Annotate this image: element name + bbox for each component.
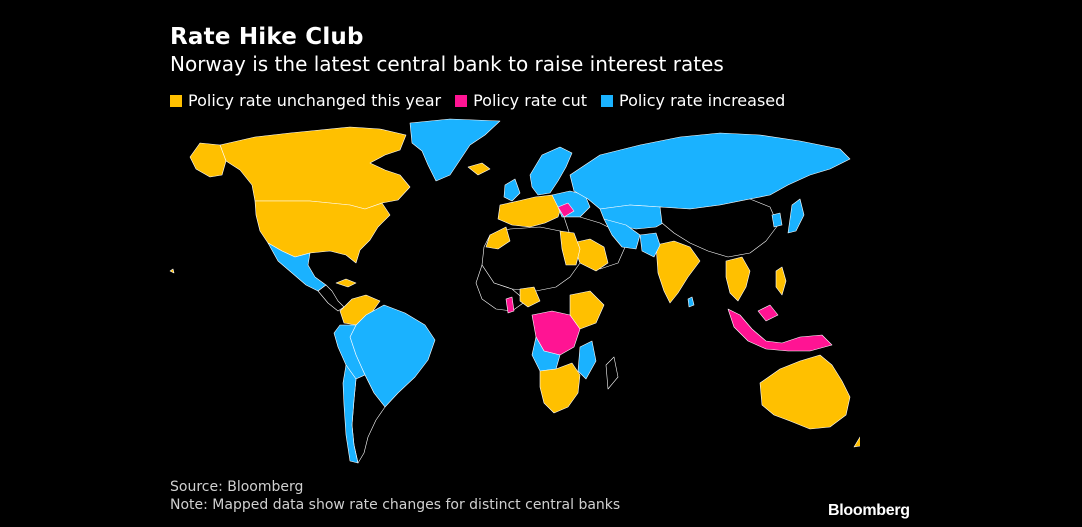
region-caribbean (335, 278, 357, 288)
note-text: Note: Mapped data show rate changes for … (170, 497, 621, 513)
source-text: Source: Bloomberg (170, 479, 304, 495)
legend-swatch-increased (600, 94, 613, 107)
region-east-africa (569, 290, 605, 330)
region-turkey (557, 202, 575, 218)
region-colombia (339, 294, 381, 326)
region-india (655, 240, 701, 304)
region-malaysia (757, 304, 779, 322)
chart-title: Rate Hike Club (170, 24, 364, 50)
legend-label-cut: Policy rate cut (473, 91, 587, 110)
region-chile (342, 364, 359, 464)
region-russia (569, 132, 851, 210)
region-indonesia (727, 308, 833, 352)
region-iceland (467, 162, 491, 176)
region-greenland (409, 118, 501, 182)
region-madagascar (605, 356, 619, 390)
region-japan (787, 198, 805, 234)
region-sri-lanka (687, 296, 695, 308)
legend: Policy rate unchanged this year Policy r… (170, 91, 785, 110)
region-korea (771, 212, 783, 228)
region-philippines (775, 266, 787, 296)
world-map (169, 118, 860, 464)
legend-item-unchanged: Policy rate unchanged this year (170, 91, 441, 110)
legend-label-increased: Policy rate increased (618, 91, 786, 110)
region-southern-africa (539, 362, 581, 414)
region-nigeria (519, 286, 541, 308)
region-western-europe (497, 194, 563, 228)
chart-subtitle: Norway is the latest central bank to rai… (170, 52, 724, 76)
region-new-zealand (853, 436, 860, 448)
legend-swatch-cut (455, 94, 468, 107)
region-hawaii (169, 268, 175, 274)
region-mozambique (577, 340, 597, 380)
region-australia (759, 354, 851, 430)
legend-item-cut: Policy rate cut (455, 91, 587, 110)
region-egypt (559, 230, 581, 266)
region-uk (503, 178, 521, 202)
legend-swatch-unchanged (170, 94, 182, 107)
region-morocco (485, 226, 511, 250)
region-china (659, 198, 779, 258)
region-alaska (189, 142, 227, 178)
legend-label-unchanged: Policy rate unchanged this year (188, 91, 442, 110)
region-ghana (505, 296, 515, 314)
region-iran (603, 218, 641, 250)
legend-item-increased: Policy rate increased (600, 91, 786, 110)
region-canada (219, 126, 411, 210)
region-pakistan (639, 232, 661, 258)
region-central-america (317, 284, 345, 312)
region-southeast-asia (725, 256, 751, 302)
region-mexico (267, 242, 327, 292)
bloomberg-logo: Bloomberg (828, 502, 910, 519)
region-scandinavia (529, 146, 573, 196)
